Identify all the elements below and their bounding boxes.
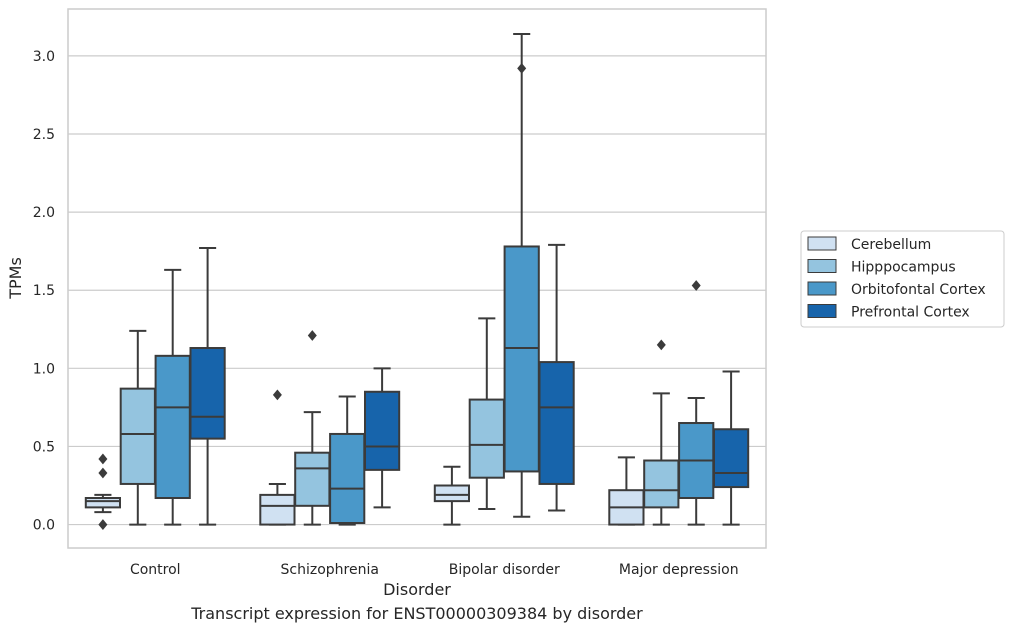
iqr-box (363, 390, 401, 471)
legend-swatch (807, 304, 837, 318)
y-axis-label: TPMs (6, 257, 25, 300)
iqr-box (259, 493, 296, 526)
y-tick-label: 1.0 (33, 361, 55, 377)
iqr-box (294, 451, 331, 507)
outlier-point (98, 467, 108, 479)
iqr-box (154, 354, 191, 500)
box-1-3 (433, 465, 471, 526)
box-2-2 (294, 330, 331, 526)
iqr-box (329, 432, 366, 525)
box-4-1 (189, 247, 226, 526)
legend-label: Cerebellum (851, 237, 931, 253)
legend-swatch (807, 281, 837, 296)
box-1-1 (84, 453, 122, 530)
box-1-2 (259, 389, 296, 526)
iqr-box (643, 459, 680, 509)
iqr-box (119, 387, 156, 485)
iqr-box (433, 484, 471, 503)
box-4-4 (712, 370, 750, 526)
outlier-point (691, 280, 701, 291)
box-4-3 (538, 243, 575, 512)
legend-swatch (807, 236, 837, 251)
x-tick-label: Bipolar disorder (449, 562, 560, 578)
iqr-box (468, 398, 505, 479)
box-3-4 (678, 280, 715, 526)
y-tick-label: 1.5 (33, 283, 55, 299)
box-1-4 (608, 456, 645, 526)
box-2-1 (119, 329, 156, 526)
y-tick-label: 0.5 (33, 439, 55, 455)
iqr-box (84, 497, 122, 509)
legend-frame (800, 230, 1005, 328)
iqr-box (189, 347, 226, 440)
y-tick-label: 3.0 (33, 49, 55, 65)
y-tick-label: 0.0 (33, 518, 55, 534)
plot-frame (67, 8, 767, 549)
x-tick-label: Schizophrenia (281, 562, 379, 578)
box-2-3 (468, 317, 505, 510)
legend-swatch (807, 259, 837, 273)
x-axis-label: Disorder (383, 580, 451, 599)
box-3-2 (329, 395, 366, 526)
box-2-4 (643, 339, 680, 526)
y-tick-label: 2.5 (33, 127, 55, 143)
box-3-1 (154, 268, 191, 526)
outlier-point (656, 339, 666, 351)
outlier-point (517, 62, 527, 74)
x-tick-label: Major depression (619, 562, 739, 578)
outlier-point (98, 519, 108, 530)
figure-caption: Transcript expression for ENST0000030938… (191, 604, 643, 623)
outlier-point (272, 389, 282, 401)
y-axis: 0.0 0.5 1.0 1.5 2.0 2.5 3.0 (33, 49, 55, 534)
x-axis: Control Schizophrenia Bipolar disorder Majo… (130, 562, 739, 578)
box-plot-area (84, 32, 750, 530)
legend-label: Orbitofontal Cortex (851, 282, 986, 298)
x-tick-label: Control (130, 562, 181, 578)
box-4-2 (363, 367, 401, 509)
legend-label: Hipppocampus (851, 260, 956, 276)
box-3-3 (503, 32, 540, 518)
legend-label: Prefrontal Cortex (851, 305, 970, 321)
outlier-point (98, 453, 108, 465)
iqr-box (538, 361, 575, 485)
outlier-point (307, 330, 317, 341)
y-tick-label: 2.0 (33, 205, 55, 221)
iqr-box (712, 428, 750, 489)
legend: Cerebellum Hipppocampus Orbitofontal Corte… (800, 230, 1005, 328)
iqr-box (503, 245, 540, 473)
